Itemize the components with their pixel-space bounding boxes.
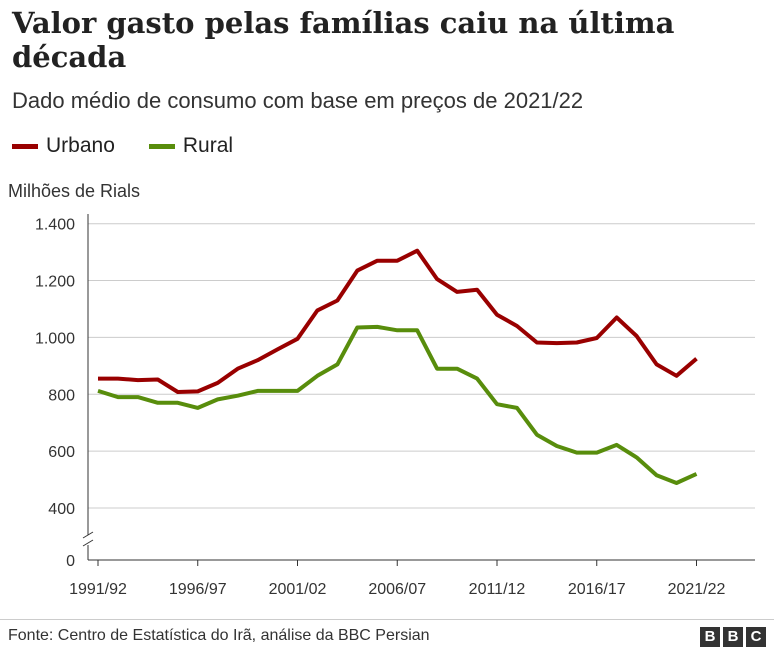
legend-swatch-urbano: [12, 143, 38, 149]
legend-label: Urbano: [46, 134, 115, 157]
chart-subtitle: Dado médio de consumo com base em preços…: [12, 88, 584, 113]
legend-swatch-rural: [148, 143, 175, 149]
y-tick-label: 600: [48, 444, 75, 461]
x-tick-label: 2016/17: [568, 581, 626, 598]
y-axis-label: Milhões de Rials: [8, 181, 141, 201]
x-tick-label: 2006/07: [368, 581, 426, 598]
y-tick-label: 1.200: [35, 274, 75, 291]
y-tick-label: 400: [48, 501, 75, 518]
x-tick-label: 1996/97: [169, 581, 227, 598]
legend-item-urbano: Urbano: [12, 134, 115, 158]
legend-item-rural: Rural: [148, 134, 234, 158]
series-line-rural: [97, 324, 698, 485]
axis-break-mark: [82, 539, 94, 547]
x-tick-label: 2001/02: [269, 581, 327, 598]
source-note: Fonte: Centro de Estatística do Irã, aná…: [8, 627, 430, 644]
x-tick-label: 2011/12: [469, 581, 526, 598]
y-tick-label: 1.400: [35, 217, 75, 234]
y-tick-label: 800: [48, 387, 75, 404]
x-tick-label: 2021/22: [668, 581, 726, 598]
legend: Urbano Rural: [12, 134, 233, 158]
logo-letter: B: [723, 627, 743, 647]
footer-divider: [0, 619, 774, 620]
legend-label: Rural: [182, 134, 234, 157]
y-tick-label: 1.000: [35, 330, 75, 347]
logo-letter: C: [746, 627, 766, 647]
logo-letter: B: [700, 627, 720, 647]
x-tick-label: 1991/92: [69, 581, 127, 598]
chart-title: Valor gasto pelas famílias caiu na últim…: [12, 6, 675, 74]
y-tick-label: 0: [66, 553, 75, 570]
axis-break-mark: [82, 531, 94, 539]
series-line-urbano: [98, 248, 698, 394]
